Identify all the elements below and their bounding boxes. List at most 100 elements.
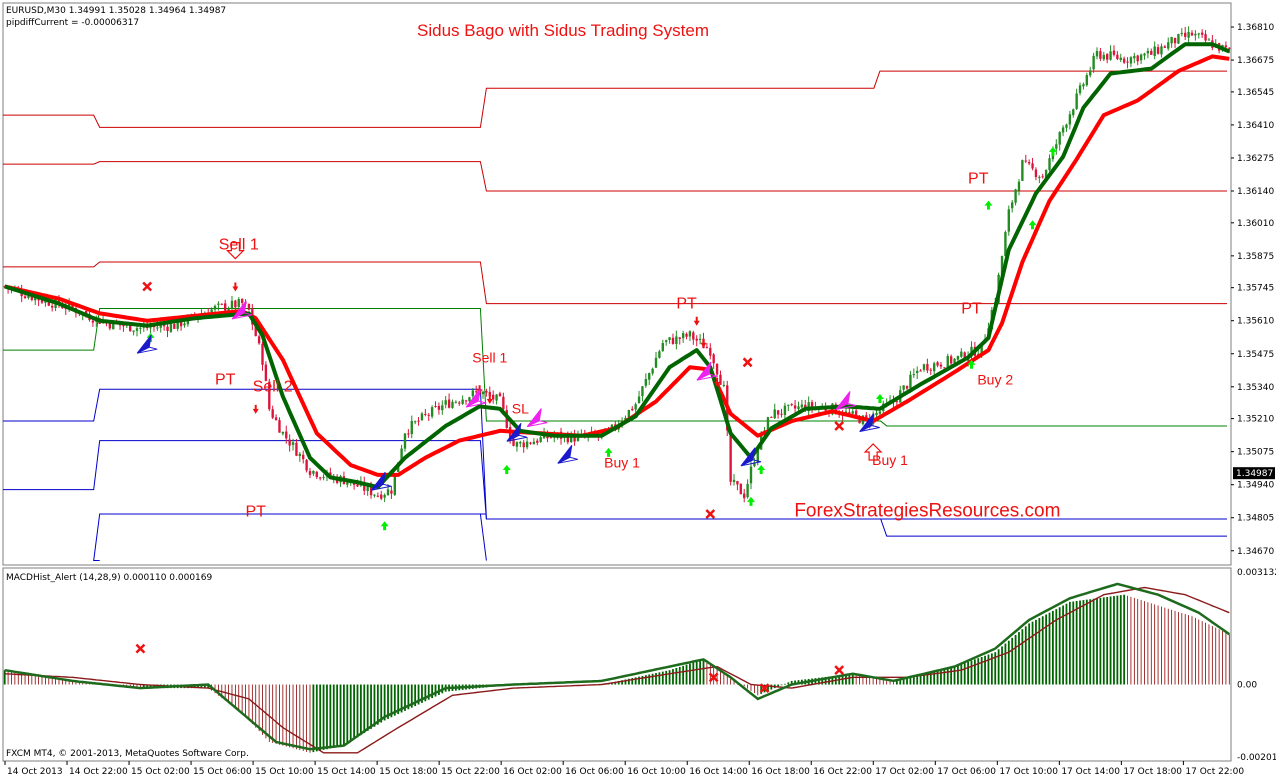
x-tick-label: 15 Oct 10:00 xyxy=(255,767,314,777)
candle-body xyxy=(254,323,257,336)
candle-body xyxy=(685,333,688,337)
candle-body xyxy=(665,340,668,342)
candle-body xyxy=(454,401,458,403)
candle-body xyxy=(420,413,424,421)
candle-body xyxy=(34,296,37,301)
sell-arrow-icon xyxy=(693,316,700,326)
candle-body xyxy=(512,438,515,446)
candle-body xyxy=(278,420,281,433)
candle-body xyxy=(1177,34,1180,44)
candle-body xyxy=(271,409,274,418)
candle-body xyxy=(257,336,261,344)
candle-body xyxy=(780,413,783,415)
candle-body xyxy=(183,323,186,326)
candle-body xyxy=(1072,109,1075,116)
candle-body xyxy=(386,489,390,496)
annotation-label: PT xyxy=(245,504,266,521)
candle-body xyxy=(491,394,495,400)
y-tick-label: 1.35875 xyxy=(1237,252,1274,262)
candle-body xyxy=(1078,85,1082,94)
candle-body xyxy=(722,384,726,386)
candle-body xyxy=(678,337,681,339)
candle-body xyxy=(1156,47,1160,54)
candle-body xyxy=(1031,163,1034,169)
candle-body xyxy=(498,393,502,397)
candle-body xyxy=(865,415,868,419)
magenta-signal-icon-outline xyxy=(696,373,718,381)
candle-body xyxy=(112,320,115,330)
y-tick-label: 1.36810 xyxy=(1237,23,1274,33)
blue-signal-icon-outline xyxy=(371,483,392,491)
candle-body xyxy=(525,441,529,448)
candle-body xyxy=(152,326,156,328)
symbol-header: EURUSD,M30 1.34991 1.35028 1.34964 1.349… xyxy=(6,6,226,16)
candle-body xyxy=(1194,33,1197,36)
candle-body xyxy=(393,473,396,495)
candle-body xyxy=(810,402,814,409)
candle-body xyxy=(671,337,675,344)
candle-body xyxy=(1085,75,1089,86)
footer-copyright: FXCM MT4, © 2001-2013, MetaQuotes Softwa… xyxy=(6,749,249,759)
y-tick-label: 1.35475 xyxy=(1237,350,1274,360)
exit-cross-icon xyxy=(708,672,719,683)
band-upper_band_inner xyxy=(3,161,1227,192)
y-tick-label: 1.36140 xyxy=(1237,187,1274,197)
annotation-label: PT xyxy=(961,300,982,317)
candle-body xyxy=(261,343,264,365)
candle-body xyxy=(373,494,376,496)
candle-body xyxy=(675,336,678,344)
candle-body xyxy=(240,298,244,303)
x-tick-label: 15 Oct 22:00 xyxy=(441,767,500,777)
candle-body xyxy=(790,404,793,406)
candle-body xyxy=(939,364,943,367)
y-tick-label: 1.35340 xyxy=(1237,383,1274,393)
candle-body xyxy=(532,441,536,445)
main-panel-frame xyxy=(2,2,1232,566)
candle-body xyxy=(1034,169,1038,178)
candle-body xyxy=(783,405,787,415)
candle-body xyxy=(756,449,759,463)
candle-body xyxy=(1024,160,1027,162)
candle-body xyxy=(566,435,569,443)
candle-body xyxy=(1153,46,1156,56)
candle-body xyxy=(776,410,780,415)
candle-body xyxy=(468,397,471,402)
candle-body xyxy=(922,364,926,370)
x-tick-label: 16 Oct 18:00 xyxy=(751,767,810,777)
candle-body xyxy=(956,355,960,360)
candle-body xyxy=(654,357,658,368)
pipdiff-header: pipdiffCurrent = -0.00006317 xyxy=(6,18,139,28)
x-tick-label: 16 Oct 06:00 xyxy=(565,767,624,777)
candle-body xyxy=(848,412,851,414)
x-tick-label: 17 Oct 06:00 xyxy=(937,767,996,777)
candle-body xyxy=(916,370,919,374)
candle-body xyxy=(698,338,702,340)
candle-body xyxy=(1150,50,1153,55)
y-tick-label: 1.35075 xyxy=(1237,448,1274,458)
candle-body xyxy=(1102,54,1105,60)
candle-body xyxy=(268,381,271,410)
y-tick-label: 1.36545 xyxy=(1237,88,1274,98)
candle-body xyxy=(668,337,671,340)
y-tick-label: 1.36275 xyxy=(1237,154,1274,164)
exit-cross-icon xyxy=(135,643,146,654)
x-tick-label: 14 Oct 22:00 xyxy=(69,767,128,777)
candle-body xyxy=(122,324,125,327)
candle-body xyxy=(549,437,553,439)
band-upper_band_outer xyxy=(3,70,1227,128)
exit-cross-icon xyxy=(142,281,153,292)
candle-body xyxy=(47,300,50,306)
buy-arrow-icon xyxy=(757,465,766,474)
candle-body xyxy=(1048,158,1051,171)
candle-body xyxy=(383,494,386,498)
candle-body xyxy=(1163,46,1167,48)
candle-body xyxy=(1055,144,1058,149)
candle-body xyxy=(481,391,485,395)
candle-body xyxy=(773,409,776,419)
candle-body xyxy=(719,374,722,385)
y-tick-label: 1.35610 xyxy=(1237,317,1274,327)
candle-body xyxy=(213,305,217,310)
candle-body xyxy=(919,370,922,372)
candle-body xyxy=(787,404,790,406)
candle-body xyxy=(1207,39,1211,41)
